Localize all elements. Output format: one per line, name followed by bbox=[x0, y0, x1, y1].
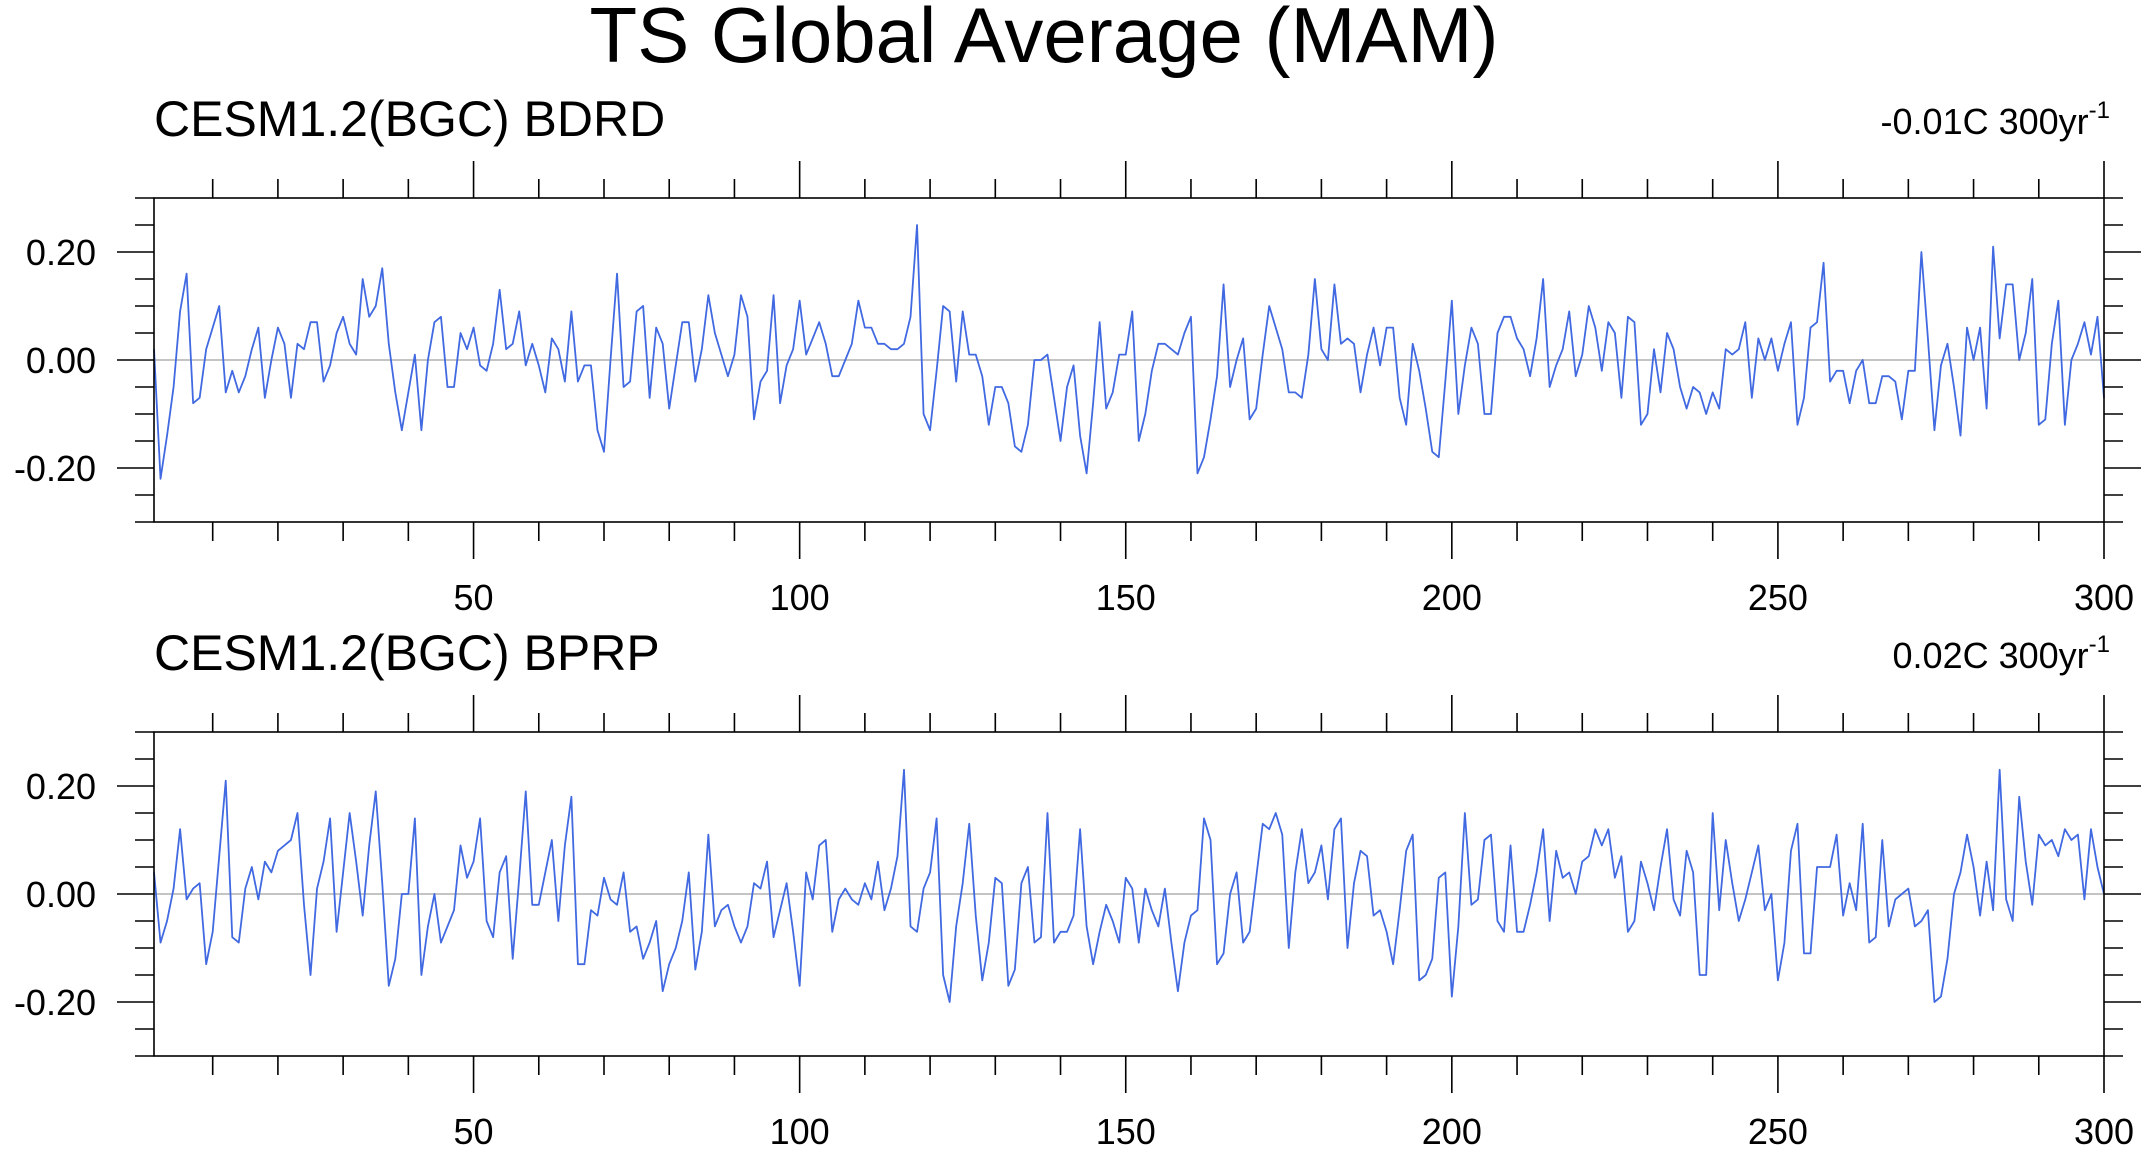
right-string-text: -0.01C 300yr bbox=[1881, 101, 2089, 142]
x-tick-label: 100 bbox=[770, 1111, 830, 1152]
x-tick-label: 300 bbox=[2074, 577, 2134, 618]
x-tick-label: 250 bbox=[1748, 577, 1808, 618]
right-string-sup: -1 bbox=[2089, 631, 2110, 658]
right-string-sup: -1 bbox=[2089, 97, 2110, 124]
panel-title: CESM1.2(BGC) BPRP bbox=[154, 625, 660, 681]
y-tick-label: -0.20 bbox=[14, 448, 96, 489]
x-tick-label: 100 bbox=[770, 577, 830, 618]
panel-title: CESM1.2(BGC) BDRD bbox=[154, 91, 665, 147]
plot-frame bbox=[153, 731, 2105, 1057]
x-tick-label: 150 bbox=[1096, 1111, 1156, 1152]
right-string: -0.01C 300yr-1 bbox=[1881, 97, 2110, 142]
x-tick-label: 150 bbox=[1096, 577, 1156, 618]
y-tick-label: 0.20 bbox=[26, 766, 96, 807]
x-tick-label: 200 bbox=[1422, 1111, 1482, 1152]
y-tick-label: -0.20 bbox=[14, 982, 96, 1023]
x-tick-label: 50 bbox=[454, 1111, 494, 1152]
x-tick-label: 50 bbox=[454, 577, 494, 618]
y-tick-label: 0.20 bbox=[26, 232, 96, 273]
x-tick-label: 250 bbox=[1748, 1111, 1808, 1152]
main-title: TS Global Average (MAM) bbox=[590, 0, 1499, 79]
right-string-text: 0.02C 300yr bbox=[1893, 635, 2089, 676]
right-string: 0.02C 300yr-1 bbox=[1893, 631, 2110, 676]
data-line bbox=[153, 768, 2105, 1003]
y-tick-label: 0.00 bbox=[26, 874, 96, 915]
y-tick-label: 0.00 bbox=[26, 340, 96, 381]
plot-frame bbox=[153, 197, 2105, 523]
x-tick-label: 200 bbox=[1422, 577, 1482, 618]
x-tick-label: 300 bbox=[2074, 1111, 2134, 1152]
data-line bbox=[153, 224, 2105, 480]
